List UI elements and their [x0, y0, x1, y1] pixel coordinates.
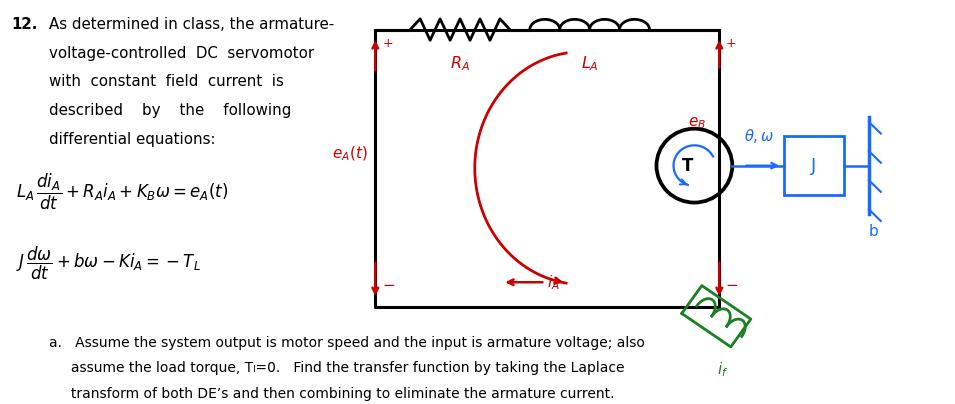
Text: −: −: [725, 278, 738, 292]
Text: voltage-controlled  DC  servomotor: voltage-controlled DC servomotor: [50, 46, 314, 61]
Text: +: +: [382, 37, 393, 50]
Text: $\theta,\omega$: $\theta,\omega$: [744, 128, 775, 145]
Text: 12.: 12.: [11, 17, 38, 32]
Text: $e_A(t)$: $e_A(t)$: [331, 144, 368, 163]
Text: As determined in class, the armature-: As determined in class, the armature-: [50, 17, 334, 32]
Text: b: b: [869, 224, 879, 239]
Text: transform of both DE’s and then combining to eliminate the armature current.: transform of both DE’s and then combinin…: [50, 387, 615, 401]
Text: $e_B$: $e_B$: [689, 116, 707, 131]
Text: $R_A$: $R_A$: [450, 54, 470, 73]
Text: with  constant  field  current  is: with constant field current is: [50, 74, 285, 89]
Text: $i_A$: $i_A$: [547, 273, 560, 292]
Text: $J\,\dfrac{d\omega}{dt} + b\omega - Ki_A = -T_L$: $J\,\dfrac{d\omega}{dt} + b\omega - Ki_A…: [16, 245, 202, 282]
Text: $L_A$: $L_A$: [581, 54, 599, 73]
Text: differential equations:: differential equations:: [50, 132, 216, 147]
Text: described    by    the    following: described by the following: [50, 103, 291, 118]
Text: $L_A\,\dfrac{di_A}{dt} + R_A i_A + K_B\omega = e_A(t)$: $L_A\,\dfrac{di_A}{dt} + R_A i_A + K_B\o…: [16, 172, 229, 212]
Text: T: T: [682, 157, 693, 175]
Text: a.   Assume the system output is motor speed and the input is armature voltage; : a. Assume the system output is motor spe…: [50, 336, 646, 350]
Text: J: J: [812, 157, 817, 175]
Text: −: −: [382, 278, 395, 292]
Text: +: +: [725, 37, 736, 50]
Text: $i_f$: $i_f$: [716, 360, 728, 379]
Text: assume the load torque, Tₗ=0.   Find the transfer function by taking the Laplace: assume the load torque, Tₗ=0. Find the t…: [50, 362, 625, 375]
